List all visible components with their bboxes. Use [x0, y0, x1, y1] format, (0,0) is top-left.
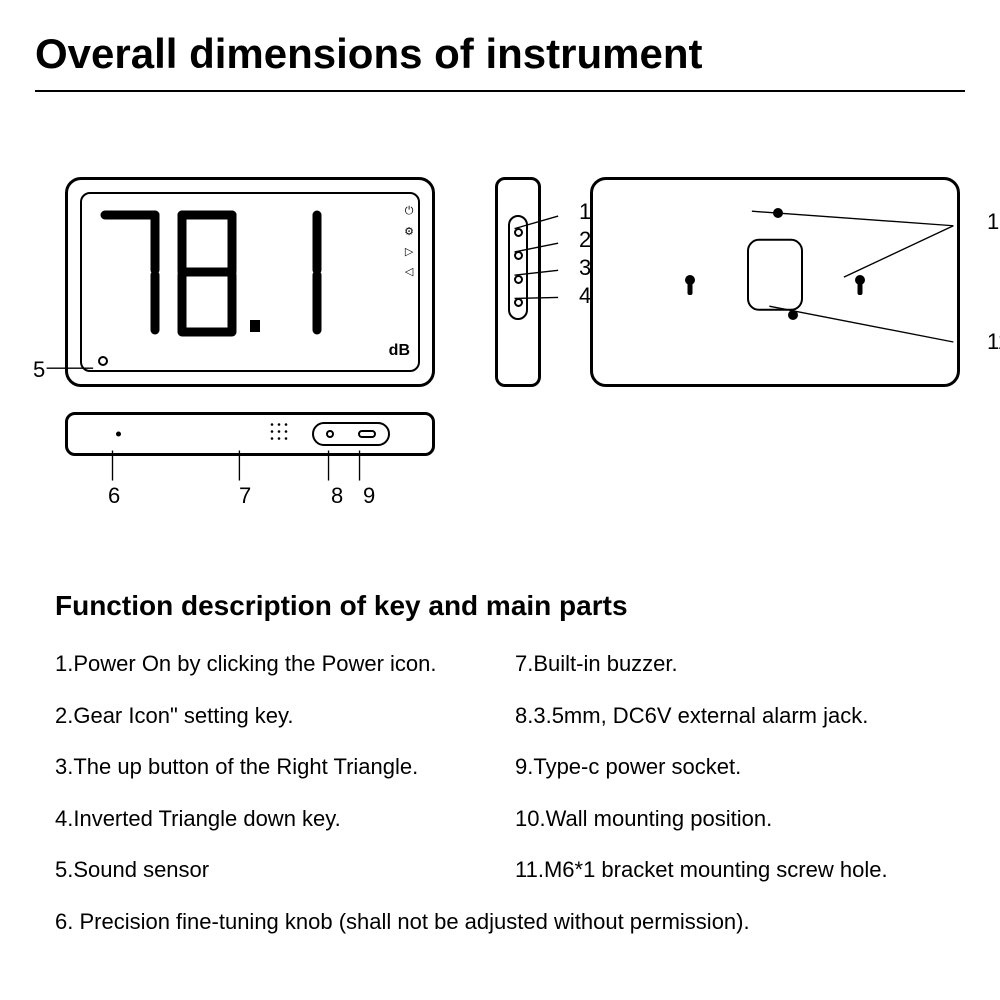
desc-col-right: 7.Built-in buzzer. 8.3.5mm, DC6V externa… — [515, 650, 955, 908]
type-c-socket — [358, 430, 376, 438]
description-title: Function description of key and main par… — [55, 590, 955, 622]
desc-item: 4.Inverted Triangle down key. — [55, 805, 495, 833]
callout-1: 1 — [579, 199, 591, 225]
side-button-frame — [508, 215, 528, 320]
alarm-jack — [326, 430, 334, 438]
seven-segment-display — [92, 200, 372, 345]
bottom-view — [65, 412, 435, 456]
port-group — [312, 422, 390, 446]
back-view — [590, 177, 960, 387]
triangle-down-icon: ◁ — [405, 265, 413, 278]
side-button-3 — [514, 275, 523, 284]
callout-11: 11 — [987, 329, 1000, 355]
callout-6: 6 — [108, 483, 120, 509]
side-view — [495, 177, 541, 387]
desc-item: 9.Type-c power socket. — [515, 753, 955, 781]
callout-9: 9 — [363, 483, 375, 509]
desc-item: 1.Power On by clicking the Power icon. — [55, 650, 495, 678]
unit-label: dB — [389, 342, 410, 360]
divider — [35, 90, 965, 92]
description-section: Function description of key and main par… — [55, 590, 955, 959]
desc-col-left: 1.Power On by clicking the Power icon. 2… — [55, 650, 495, 908]
side-button-4 — [514, 298, 523, 307]
desc-item: 6. Precision fine-tuning knob (shall not… — [55, 908, 955, 936]
fine-tuning-knob — [116, 432, 121, 437]
front-side-icon-strip: ⏻ ⚙ ▷ ◁ — [404, 205, 414, 278]
wall-mount-hole-left — [683, 275, 697, 297]
gear-icon: ⚙ — [404, 225, 414, 238]
bracket-screw-hole — [788, 310, 798, 320]
back-center-slot — [747, 239, 803, 311]
callout-10: 10 — [987, 209, 1000, 235]
desc-item: 5.Sound sensor — [55, 856, 495, 884]
triangle-up-icon: ▷ — [405, 245, 413, 258]
desc-item: 3.The up button of the Right Triangle. — [55, 753, 495, 781]
desc-item: 2.Gear Icon" setting key. — [55, 702, 495, 730]
desc-item: 11.M6*1 bracket mounting screw hole. — [515, 856, 955, 884]
side-button-2 — [514, 251, 523, 260]
front-view: dB ⏻ ⚙ ▷ ◁ — [65, 177, 435, 387]
wall-mount-hole-top — [773, 208, 783, 218]
callout-4: 4 — [579, 283, 591, 309]
desc-full-row: 6. Precision fine-tuning knob (shall not… — [55, 908, 955, 936]
callout-7: 7 — [239, 483, 251, 509]
side-button-1 — [514, 228, 523, 237]
diagram-area: dB ⏻ ⚙ ▷ ◁ — [35, 167, 965, 517]
callout-2: 2 — [579, 227, 591, 253]
callout-3: 3 — [579, 255, 591, 281]
page-title: Overall dimensions of instrument — [35, 30, 965, 78]
desc-item: 10.Wall mounting position. — [515, 805, 955, 833]
callout-5: 5 — [33, 357, 45, 383]
sound-sensor-hole — [98, 356, 108, 366]
desc-item: 8.3.5mm, DC6V external alarm jack. — [515, 702, 955, 730]
power-icon: ⏻ — [405, 205, 414, 218]
callout-8: 8 — [331, 483, 343, 509]
wall-mount-hole-right — [853, 275, 867, 297]
desc-item: 7.Built-in buzzer. — [515, 650, 955, 678]
buzzer-grille — [268, 421, 290, 448]
